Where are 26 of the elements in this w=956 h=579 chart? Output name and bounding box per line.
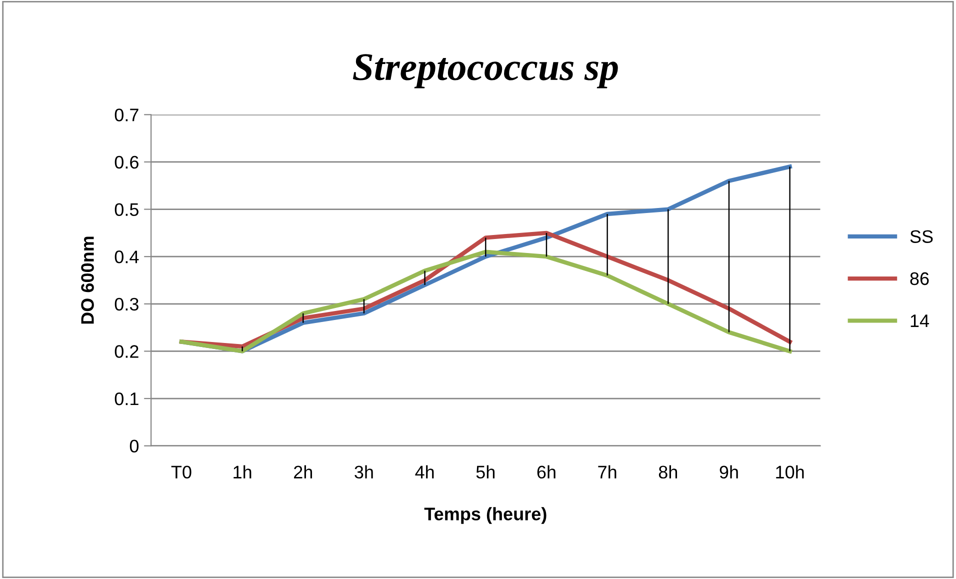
x-tick-label: 5h bbox=[476, 465, 495, 479]
x-tick-label: 7h bbox=[598, 465, 616, 478]
x-tick-label: 6h bbox=[537, 465, 556, 479]
y-tick-label: 0.6 bbox=[114, 156, 138, 169]
y-tick-label: 0.1 bbox=[114, 392, 138, 406]
y-tick-label: 0.2 bbox=[114, 345, 138, 358]
x-tick-label: T0 bbox=[171, 466, 192, 479]
legend-label: 86 bbox=[910, 272, 929, 286]
y-axis-title: DO 600nm bbox=[81, 236, 94, 324]
y-tick-label: 0 bbox=[130, 440, 139, 453]
x-tick-label: 8h bbox=[658, 465, 678, 479]
x-tick-label: 1h bbox=[234, 465, 252, 478]
y-tick-label: 0.4 bbox=[114, 250, 139, 264]
y-tick-label: 0.3 bbox=[114, 298, 138, 311]
x-tick-label: 2h bbox=[294, 465, 312, 478]
y-tick-label: 0.7 bbox=[114, 108, 138, 122]
legend-label: SS bbox=[910, 230, 933, 243]
x-tick-label: 3h bbox=[354, 465, 373, 479]
y-tick-label: 0.5 bbox=[114, 203, 138, 216]
line-series bbox=[179, 250, 792, 354]
x-axis-title: Temps (heure) bbox=[424, 507, 546, 524]
x-tick-label: 4h bbox=[415, 465, 434, 478]
legend-label: 14 bbox=[910, 314, 930, 328]
x-tick-label: 9h bbox=[720, 465, 738, 479]
chart-title: Streptococcus sp bbox=[352, 54, 618, 88]
x-tick-label: 10h bbox=[776, 465, 804, 479]
